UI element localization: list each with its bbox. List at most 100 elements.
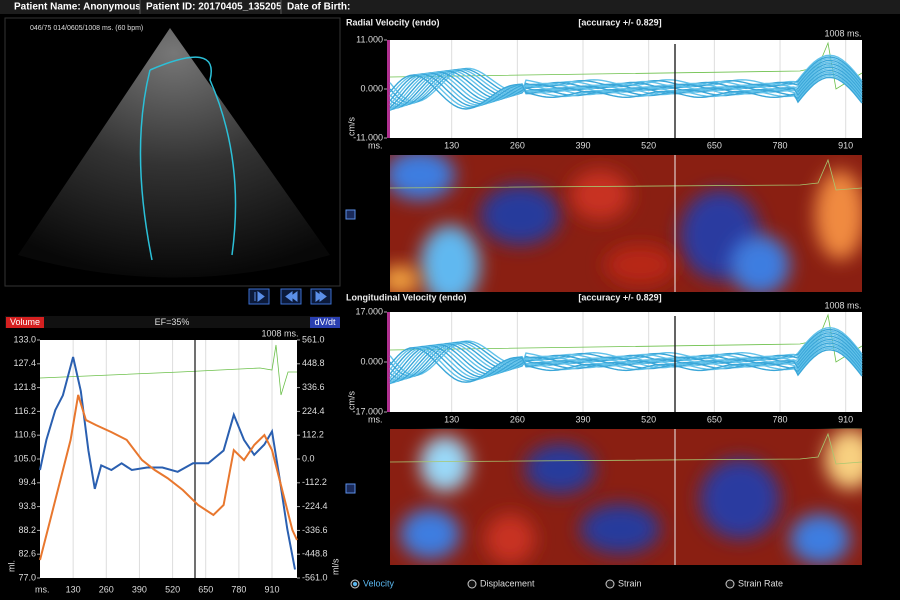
heatmap-blob — [480, 185, 560, 245]
mode-label[interactable]: Strain Rate — [738, 578, 783, 588]
y2-tick-label: 224.4 — [302, 406, 325, 416]
echo-info: 046/75 014/0605/1008 ms. (60 bpm) — [30, 25, 143, 32]
heatmap-blob — [700, 459, 780, 539]
y2-tick-label: -336.6 — [302, 525, 328, 535]
ecg-trace — [390, 432, 862, 465]
mode-label[interactable]: Strain — [618, 578, 642, 588]
heatmap-blob — [580, 504, 660, 554]
mode-label[interactable]: Velocity — [363, 578, 395, 588]
x-tick-label: 650 — [707, 140, 722, 150]
heatmap-blob — [570, 170, 630, 220]
ecg-trace — [390, 158, 862, 191]
echo-cone — [18, 28, 330, 278]
x-tick-label: 130 — [444, 140, 459, 150]
y-tick-label: 110.6 — [14, 430, 36, 440]
velocity-trace — [389, 71, 863, 106]
x-axis-label: ms. — [35, 584, 50, 594]
patient-name: Patient Name: Anonymous — [14, 2, 141, 13]
longitudinal-velocity-chart: Longitudinal Velocity (endo) [accuracy +/… — [345, 292, 863, 565]
heatmap-blob — [390, 155, 455, 200]
y2-tick-label: 448.8 — [302, 358, 325, 368]
x-axis-label: ms. — [368, 140, 383, 150]
velocity-trace — [389, 74, 863, 110]
radio-button[interactable] — [467, 579, 477, 589]
heatmap-blob — [605, 245, 675, 285]
radio-button[interactable] — [725, 579, 735, 589]
heatmap-blob — [420, 436, 470, 492]
velocity-trace — [389, 73, 863, 108]
y2-tick-label: 561.0 — [302, 334, 325, 344]
y2-tick-label: -561.0 — [302, 572, 328, 582]
marker-label: 1008 ms. — [261, 328, 298, 338]
volume-header — [5, 316, 340, 328]
velocity-trace — [389, 346, 863, 383]
y-tick-label: 127.4 — [13, 358, 36, 368]
x-tick-label: 260 — [99, 584, 114, 594]
ef-title: EF=35% — [155, 317, 190, 327]
y2-axis-label: ml/s — [330, 558, 340, 575]
y2-tick-label: -448.8 — [302, 549, 328, 559]
x-tick-label: 650 — [198, 584, 213, 594]
x-tick-label: 910 — [838, 140, 853, 150]
velocity-trace — [389, 345, 863, 381]
volume-label: Volume — [10, 317, 40, 327]
y2-tick-label: -224.4 — [302, 501, 328, 511]
y-tick-label: 88.2 — [18, 525, 36, 535]
x-tick-label: 910 — [264, 584, 279, 594]
dvdt-tag — [310, 317, 340, 328]
x-tick-label: 390 — [132, 584, 147, 594]
help-icon[interactable] — [345, 483, 356, 494]
accuracy-label: [accuracy +/- 0.829] — [578, 292, 661, 302]
marker-label: 1008 ms. — [824, 28, 861, 38]
plot-area — [40, 340, 297, 578]
help-icon[interactable] — [345, 209, 356, 220]
ecg-trace — [389, 41, 863, 90]
y-tick-label: 93.8 — [18, 501, 36, 511]
color-scale — [387, 312, 390, 412]
heatmap-blob — [815, 170, 862, 260]
y-tick-label: -17.000 — [352, 406, 383, 416]
x-tick-label: 650 — [707, 414, 722, 424]
x-tick-label: 520 — [641, 140, 656, 150]
accuracy-label: [accuracy +/- 0.829] — [578, 17, 661, 27]
y-tick-label: 82.6 — [18, 549, 36, 559]
velocity-trace — [389, 343, 863, 380]
heatmap — [390, 155, 862, 292]
heatmap-blob — [485, 514, 535, 564]
date-of-birth: Date of Birth: — [287, 2, 350, 13]
y-tick-label: 121.8 — [13, 382, 36, 392]
velocity-trace — [389, 61, 863, 108]
color-scale — [387, 40, 390, 138]
y-tick-label: 105.0 — [13, 453, 36, 463]
x-tick-label: 780 — [231, 584, 246, 594]
y2-tick-label: 0.0 — [302, 453, 315, 463]
heatmap-blob — [420, 225, 480, 292]
x-tick-label: 780 — [773, 140, 788, 150]
x-tick-label: 260 — [510, 414, 525, 424]
y-tick-label: 0.000 — [360, 356, 383, 366]
heatmap-blob — [390, 265, 420, 292]
x-tick-label: 260 — [510, 140, 525, 150]
y-axis-label: ml. — [6, 560, 16, 572]
y-axis-label: cm/s — [346, 391, 356, 410]
mode-label[interactable]: Displacement — [480, 578, 535, 588]
x-tick-label: 520 — [641, 414, 656, 424]
playback-controls — [248, 288, 332, 305]
radio-button[interactable] — [605, 579, 615, 589]
heatmap-blob — [525, 444, 595, 494]
x-tick-label: 780 — [773, 414, 788, 424]
volume-chart: 130 260 390 520 650 780 910 133.0 127.4 121.8 116.… — [6, 328, 340, 594]
y-tick-label: 11.000 — [356, 34, 383, 44]
y2-tick-label: 112.2 — [302, 430, 324, 440]
heatmap-blob — [825, 429, 862, 489]
chart-title: Radial Velocity (endo) — [346, 17, 440, 27]
series-line — [39, 356, 296, 570]
y-tick-label: 133.0 — [13, 334, 36, 344]
y-tick-label: 0.000 — [360, 83, 383, 93]
y-axis-label: cm/s — [346, 117, 356, 136]
y-tick-label: 99.4 — [18, 477, 36, 487]
series-line — [39, 394, 298, 561]
heatmap-blob — [400, 509, 460, 559]
volume-tag — [6, 317, 44, 328]
